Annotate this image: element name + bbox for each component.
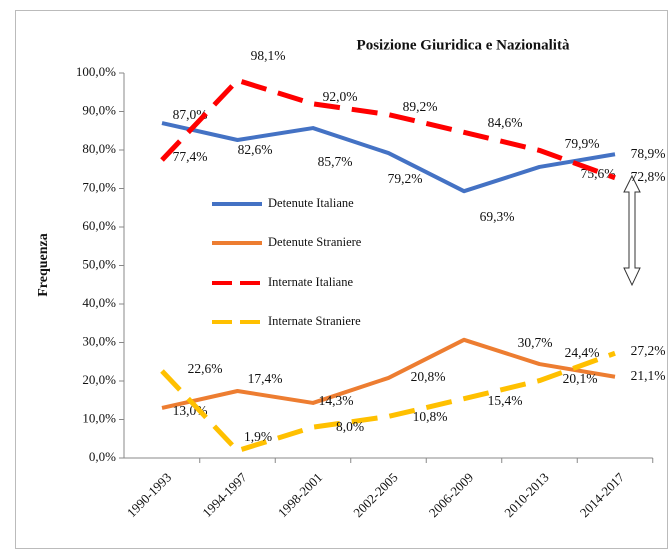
data-label: 21,1%: [631, 368, 666, 383]
data-label: 85,7%: [318, 154, 353, 169]
double-arrow: [623, 174, 641, 287]
x-tick-label: 1998-2001: [275, 470, 325, 520]
y-tick-label: 40,0%: [82, 295, 116, 310]
data-label: 78,9%: [631, 146, 666, 161]
data-label: 10,8%: [413, 409, 448, 424]
y-tick-label: 70,0%: [82, 179, 116, 194]
data-label: 1,9%: [244, 429, 272, 444]
series-line: [161, 121, 616, 194]
data-label: 77,4%: [173, 149, 208, 164]
y-tick-label: 100,0%: [76, 64, 116, 79]
x-tick-label: 1994-1997: [199, 469, 250, 520]
data-label: 20,8%: [411, 369, 446, 384]
data-label: 17,4%: [248, 371, 283, 386]
data-label: 8,0%: [336, 419, 364, 434]
x-tick-label: 2014-2017: [577, 469, 628, 520]
x-tick-label: 1990-1993: [124, 470, 174, 520]
series-line: [161, 337, 616, 410]
y-tick-label: 10,0%: [82, 410, 116, 425]
data-label: 24,4%: [565, 345, 600, 360]
y-tick-label: 90,0%: [82, 102, 116, 117]
data-label: 98,1%: [251, 48, 286, 63]
y-tick-label: 80,0%: [82, 141, 116, 156]
data-label: 82,6%: [238, 142, 273, 157]
data-label: 79,9%: [565, 136, 600, 151]
data-label: 69,3%: [480, 209, 515, 224]
data-label: 22,6%: [188, 361, 223, 376]
y-axis-label: Frequenza: [36, 233, 51, 297]
data-label: 84,6%: [488, 115, 523, 130]
frame: [15, 10, 668, 549]
data-label: 79,2%: [388, 171, 423, 186]
data-label: 14,3%: [319, 393, 354, 408]
series-line: [160, 350, 616, 454]
data-label: 72,8%: [631, 169, 666, 184]
x-tick-label: 2010-2013: [501, 470, 551, 520]
legend-label: Detenute Straniere: [268, 235, 362, 249]
y-tick-label: 60,0%: [82, 218, 116, 233]
chart-title: Posizione Giuridica e Nazionalità: [357, 37, 570, 53]
y-tick-label: 30,0%: [82, 333, 116, 348]
y-tick-label: 20,0%: [82, 372, 116, 387]
series-line: [160, 77, 616, 181]
y-tick-label: 50,0%: [82, 256, 116, 271]
data-label: 30,7%: [518, 335, 553, 350]
data-label: 20,1%: [563, 371, 598, 386]
legend-label: Internate Straniere: [268, 314, 361, 328]
x-tick-label: 2002-2005: [350, 470, 400, 520]
data-label: 27,2%: [631, 343, 666, 358]
data-label: 92,0%: [323, 89, 358, 104]
legend-label: Internate Italiane: [268, 275, 353, 289]
data-label: 89,2%: [403, 99, 438, 114]
data-label: 15,4%: [488, 393, 523, 408]
x-tick-label: 2006-2009: [426, 470, 476, 520]
y-tick-label: 0,0%: [89, 449, 116, 464]
legend-label: Detenute Italiane: [268, 196, 354, 210]
